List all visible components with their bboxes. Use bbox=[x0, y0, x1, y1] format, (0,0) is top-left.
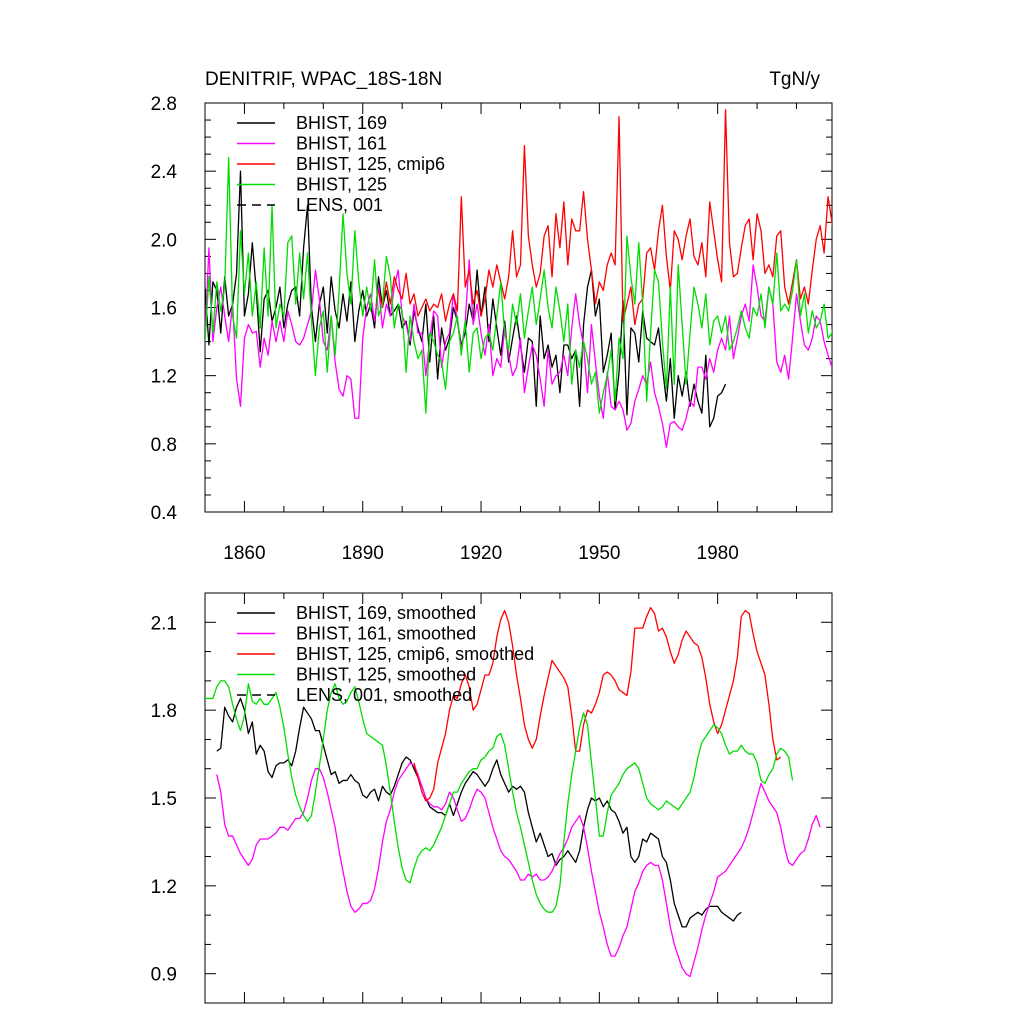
y-tick-label: 1.8 bbox=[151, 701, 177, 722]
x-tick-label: 1980 bbox=[697, 543, 739, 564]
y-tick-label: 0.8 bbox=[151, 435, 177, 456]
series-line-2 bbox=[205, 247, 832, 448]
series-line-2 bbox=[216, 762, 821, 978]
x-tick-label: 1890 bbox=[342, 543, 384, 564]
y-tick-label: 0.4 bbox=[151, 503, 178, 524]
series-line-3 bbox=[413, 606, 782, 802]
y-tick-label: 1.5 bbox=[151, 789, 177, 810]
y-tick-label: 2.4 bbox=[151, 162, 178, 183]
y-tick-label: 1.2 bbox=[151, 367, 177, 388]
y-tick-label: 2.1 bbox=[151, 613, 177, 634]
legend-label: BHIST, 125, smoothed bbox=[296, 665, 476, 685]
legend-label: BHIST, 125, cmip6 bbox=[296, 154, 445, 174]
x-tick-label: 1860 bbox=[223, 543, 265, 564]
series-line-4 bbox=[205, 680, 794, 913]
panel-top: DENITRIF, WPAC_18S-18N TgN/y 1860 1890 192… bbox=[151, 69, 833, 564]
y-tick-label: 0.9 bbox=[151, 965, 177, 986]
chart-title: DENITRIF, WPAC_18S-18N bbox=[205, 69, 442, 90]
y-tick-label: 1.6 bbox=[151, 299, 177, 320]
legend-label: BHIST, 125 bbox=[296, 175, 387, 195]
series-line-1 bbox=[205, 170, 727, 428]
x-tick-label: 1950 bbox=[578, 543, 620, 564]
y-tick-label: 2.8 bbox=[151, 94, 177, 115]
legend-label: BHIST, 161, smoothed bbox=[296, 624, 476, 644]
y-tick-label: 2.0 bbox=[151, 230, 177, 251]
legend-label: BHIST, 169, smoothed bbox=[296, 603, 476, 623]
series-line-3 bbox=[377, 109, 832, 326]
series-line-1 bbox=[216, 697, 742, 928]
legend-label: LENS, 001, smoothed bbox=[296, 685, 472, 705]
legend-label: LENS, 001 bbox=[296, 195, 383, 215]
legend-label: BHIST, 161 bbox=[296, 134, 387, 154]
units-label: TgN/y bbox=[769, 69, 820, 90]
series-line-4 bbox=[205, 156, 832, 414]
legend-label: BHIST, 125, cmip6, smoothed bbox=[296, 644, 534, 664]
y-tick-label: 1.2 bbox=[151, 877, 177, 898]
x-tick-label: 1920 bbox=[460, 543, 502, 564]
legend-label: BHIST, 169 bbox=[296, 113, 387, 133]
